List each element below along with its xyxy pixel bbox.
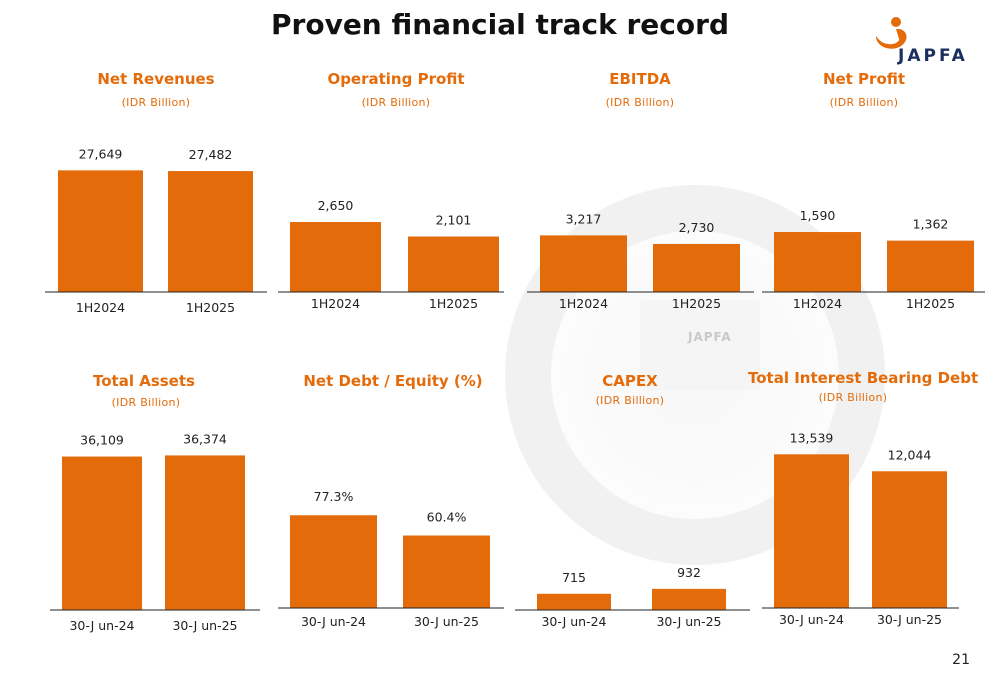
bar-0-1 <box>168 171 253 292</box>
category-label-3-0: 1H2024 <box>793 296 842 311</box>
category-label-2-1: 1H2025 <box>672 296 721 311</box>
chart-title-total-interest-bearing-debt: Total Interest Bearing Debt <box>748 369 979 387</box>
chart-title-capex: CAPEX <box>602 372 658 390</box>
bar-7-0 <box>774 454 849 608</box>
data-label-3-1: 1,362 <box>913 217 949 232</box>
data-label-6-0: 715 <box>562 570 586 585</box>
data-label-7-1: 12,044 <box>888 447 932 462</box>
background-store-image <box>640 300 760 390</box>
bar-3-0 <box>774 232 861 292</box>
category-label-7-0: 30-J un-24 <box>779 612 844 627</box>
logo-text: JAPFA <box>898 46 968 66</box>
chart-unit-ebitda: (IDR Billion) <box>605 96 675 109</box>
chart-unit-operating-profit: (IDR Billion) <box>361 96 431 109</box>
chart-net-profit: 1,590 1H2024 1,362 1H2025 <box>762 208 985 311</box>
category-label-4-0: 30-J un-24 <box>69 618 134 633</box>
category-label-5-1: 30-J un-25 <box>414 614 479 629</box>
japfa-logo: JAPFA <box>870 16 990 66</box>
chart-total-interest-bearing-debt: 13,539 30-J un-24 12,044 30-J un-25 <box>762 430 959 627</box>
bar-6-0 <box>537 593 611 610</box>
category-label-0-0: 1H2024 <box>76 300 125 315</box>
data-label-7-0: 13,539 <box>790 430 834 445</box>
category-label-2-0: 1H2024 <box>559 296 608 311</box>
chart-unit-capex: (IDR Billion) <box>595 394 665 407</box>
data-label-5-1: 60.4% <box>427 510 467 525</box>
data-label-5-0: 77.3% <box>314 489 354 504</box>
category-label-3-1: 1H2025 <box>906 296 955 311</box>
bar-5-0 <box>290 515 377 608</box>
chart-title-operating-profit: Operating Profit <box>327 70 465 88</box>
data-label-3-0: 1,590 <box>800 208 836 223</box>
data-label-0-1: 27,482 <box>189 147 233 162</box>
chart-total-assets: 36,109 30-J un-24 36,374 30-J un-25 <box>50 431 260 633</box>
data-label-2-0: 3,217 <box>566 211 602 226</box>
data-label-6-1: 932 <box>677 565 701 580</box>
chart-net-revenues: 27,649 1H2024 27,482 1H2025 <box>45 146 267 315</box>
chart-unit-net-profit: (IDR Billion) <box>829 96 899 109</box>
category-label-0-1: 1H2025 <box>186 300 235 315</box>
background-logo-text: JAPFA <box>688 330 732 344</box>
bar-6-1 <box>652 588 726 610</box>
category-label-5-0: 30-J un-24 <box>301 614 366 629</box>
chart-title-net-profit: Net Profit <box>822 70 906 88</box>
data-label-4-1: 36,374 <box>183 431 227 446</box>
data-label-0-0: 27,649 <box>79 146 123 161</box>
category-label-4-1: 30-J un-25 <box>172 618 237 633</box>
page-number: 21 <box>952 652 970 668</box>
chart-title-net-revenues: Net Revenues <box>97 70 215 88</box>
data-label-4-0: 36,109 <box>80 433 124 448</box>
chart-ebitda: 3,217 1H2024 2,730 1H2025 <box>527 211 754 311</box>
bar-1-1 <box>408 236 499 292</box>
chart-unit-total-interest-bearing-debt: (IDR Billion) <box>818 391 888 404</box>
data-label-2-1: 2,730 <box>679 220 715 235</box>
chart-capex: 715 30-J un-24 932 30-J un-25 <box>515 565 750 629</box>
bar-2-1 <box>653 243 740 292</box>
page-title: Proven financial track record <box>271 8 729 41</box>
data-label-1-0: 2,650 <box>318 198 354 213</box>
category-label-1-1: 1H2025 <box>429 296 478 311</box>
bar-7-1 <box>872 471 947 608</box>
bar-1-0 <box>290 222 381 292</box>
chart-unit-total-assets: (IDR Billion) <box>111 396 181 409</box>
bar-5-1 <box>403 535 490 608</box>
chart-unit-net-revenues: (IDR Billion) <box>121 96 191 109</box>
bar-0-0 <box>58 170 143 292</box>
chart-operating-profit: 2,650 1H2024 2,101 1H2025 <box>278 198 504 311</box>
category-label-6-0: 30-J un-24 <box>541 614 606 629</box>
category-label-1-0: 1H2024 <box>311 296 360 311</box>
category-label-6-1: 30-J un-25 <box>656 614 721 629</box>
chart-title-total-assets: Total Assets <box>93 372 195 390</box>
chart-net-debt-equity: 77.3% 30-J un-24 60.4% 30-J un-25 <box>278 489 504 629</box>
chart-title-ebitda: EBITDA <box>609 70 671 88</box>
data-label-1-1: 2,101 <box>436 213 472 228</box>
bar-4-1 <box>165 455 245 610</box>
category-label-7-1: 30-J un-25 <box>877 612 942 627</box>
bar-4-0 <box>62 456 142 610</box>
bar-2-0 <box>540 235 627 292</box>
chart-title-net-debt-equity: Net Debt / Equity (%) <box>303 372 483 390</box>
japfa-logo-icon <box>876 17 907 49</box>
bar-3-1 <box>887 240 974 292</box>
